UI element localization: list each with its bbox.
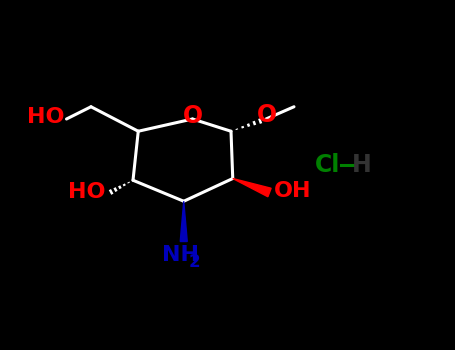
Polygon shape — [233, 178, 271, 197]
Text: NH: NH — [162, 245, 199, 265]
Polygon shape — [180, 201, 187, 241]
Text: OH: OH — [274, 181, 311, 201]
Text: Cl: Cl — [314, 153, 340, 176]
Text: O: O — [257, 104, 277, 127]
Text: O: O — [182, 104, 202, 128]
Text: HO: HO — [27, 107, 65, 127]
Text: 2: 2 — [188, 253, 200, 271]
Text: H: H — [352, 153, 372, 176]
Text: HO: HO — [67, 182, 105, 203]
